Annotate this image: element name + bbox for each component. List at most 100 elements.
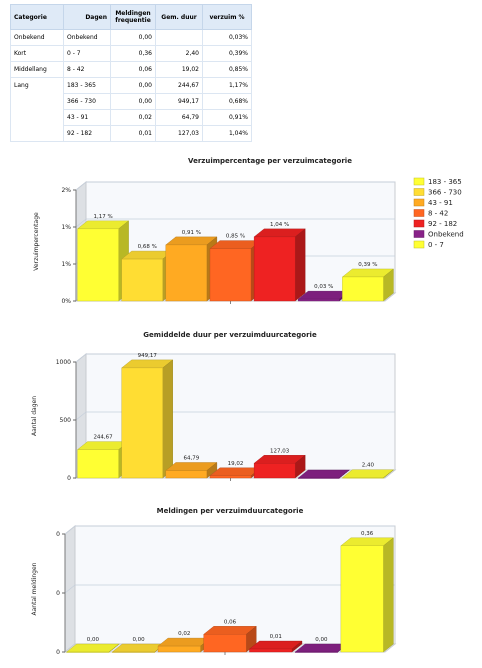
cell-dagen: 92 - 182: [63, 125, 111, 142]
y-tick-label: 0: [56, 590, 60, 597]
y-axis-label: Aantal dagen: [31, 396, 38, 436]
bar-front: [77, 228, 119, 302]
bar-front: [298, 298, 340, 302]
cell-verzuim: 0,68%: [202, 93, 252, 110]
data-label: 1,04 %: [270, 222, 289, 228]
legend-swatch: [413, 209, 425, 217]
table-row: Middellang 8 - 42 0,06 19,02 0,85%: [10, 61, 252, 78]
data-label: 0,02: [178, 631, 190, 637]
data-label: 0,00: [87, 637, 100, 643]
table-header-row: Categorie Dagen Meldingen frequentie Gem…: [10, 4, 252, 30]
bar: [165, 462, 218, 479]
data-label: 1,17 %: [93, 214, 112, 220]
gridline: [75, 181, 87, 191]
cell-categorie: Lang: [10, 77, 64, 142]
bar-front: [112, 651, 156, 653]
chart-meldingen: Meldingen per verzuimduurcategorie Aantal…: [31, 507, 397, 656]
cell-meldingen: 0,02: [110, 109, 156, 126]
table-row: Lang 183 - 365 0,00 244,67 1,17%: [10, 77, 252, 142]
cell-meldingen: 0,01: [110, 125, 156, 142]
y-axis-label: Verzuimpercentage: [33, 212, 40, 271]
header-gem-duur[interactable]: Gem. duur: [155, 4, 203, 30]
bar: [341, 469, 395, 479]
cell-gem-duur: 949,17: [155, 93, 203, 110]
table-row: 92 - 182 0,01 127,03 1,04%: [11, 125, 252, 142]
data-label: 244,67: [93, 435, 113, 441]
data-label: 0,68 %: [138, 244, 157, 250]
cell-gem-duur: 19,02: [155, 61, 203, 78]
legend-item: 8 - 42: [413, 209, 448, 218]
data-label: 0,91 %: [182, 230, 201, 236]
bar: [157, 637, 212, 653]
bar-front: [77, 449, 119, 479]
y-tick-label: 2%: [61, 187, 71, 194]
cell-gem-duur: [155, 29, 203, 46]
cell-verzuim: 0,85%: [202, 61, 252, 78]
cell-categorie: Middellang: [10, 61, 64, 78]
y-tick-label: 0: [56, 531, 60, 538]
cell-meldingen: 0,06: [110, 61, 156, 78]
cell-dagen: 366 - 730: [63, 93, 111, 110]
cell-meldingen: 0,36: [110, 45, 156, 62]
gridline: [64, 584, 76, 594]
legend-item: 183 - 365: [413, 177, 462, 186]
bar-front: [157, 645, 201, 653]
legend-label: 8 - 42: [428, 210, 448, 218]
bar-front: [342, 276, 384, 302]
bar-front: [66, 651, 110, 653]
cell-dagen: 183 - 365: [63, 77, 111, 94]
bar: [76, 441, 130, 479]
bar-front: [165, 470, 208, 479]
y-tick-label: 0: [56, 649, 60, 656]
bar: [248, 640, 303, 653]
legend-swatch: [413, 177, 425, 186]
y-tick-label: 0%: [61, 298, 71, 305]
chart-title: Gemiddelde duur per verzuimduurcategorie: [143, 331, 317, 339]
legend-item: Onbekend: [413, 230, 464, 239]
cell-meldingen: 0,00: [110, 29, 156, 46]
cell-gem-duur: 2,40: [155, 45, 203, 62]
data-label: 0,85 %: [226, 234, 245, 240]
gridline: [75, 353, 87, 363]
legend-swatch: [413, 188, 425, 196]
legend-swatch: [413, 230, 425, 238]
bar: [209, 240, 262, 302]
bar-front: [249, 648, 293, 653]
header-verzuim[interactable]: verzuim %: [202, 4, 252, 30]
bar: [203, 625, 257, 653]
bar-front: [203, 634, 247, 653]
legend-label: Onbekend: [428, 231, 464, 239]
table-row: Onbekend Onbekend 0,00 0,03%: [10, 29, 252, 46]
legend-swatch: [413, 219, 425, 228]
cell-gem-duur: 64,79: [155, 109, 203, 126]
data-label: 0,36: [361, 531, 374, 537]
bar-side: [383, 537, 394, 653]
bar: [253, 228, 306, 302]
bar: [165, 236, 218, 302]
gridline: [64, 525, 76, 535]
header-meldingen[interactable]: Meldingen frequentie: [110, 4, 156, 30]
header-dagen[interactable]: Dagen: [63, 4, 111, 30]
y-tick-label: 500: [60, 417, 72, 424]
bar-front: [253, 236, 296, 302]
bar: [121, 250, 174, 302]
cell-categorie: Kort: [10, 45, 64, 62]
cell-verzuim: 0,03%: [202, 29, 252, 46]
y-tick-label: 1%: [61, 224, 71, 231]
bar-front: [294, 651, 338, 653]
bar-front: [253, 463, 296, 479]
chart-legend: 183 - 365 366 - 730 43 - 91 8 - 42 92 - 182 O…: [413, 177, 464, 249]
legend-item: 43 - 91: [413, 198, 453, 207]
data-label: 0,00: [315, 637, 328, 643]
legend-label: 43 - 91: [428, 199, 453, 207]
bar: [297, 469, 350, 479]
bar: [294, 643, 349, 653]
data-label: 0,06: [224, 619, 237, 625]
header-categorie[interactable]: Categorie: [10, 4, 64, 30]
data-label: 0,39 %: [358, 262, 377, 268]
chart-gemiddelde-duur: Gemiddelde duur per verzuimduurcategorie…: [31, 331, 397, 482]
bar-front: [342, 477, 384, 479]
bar: [76, 220, 130, 302]
bar-front: [209, 475, 252, 479]
bar-front: [209, 248, 252, 302]
